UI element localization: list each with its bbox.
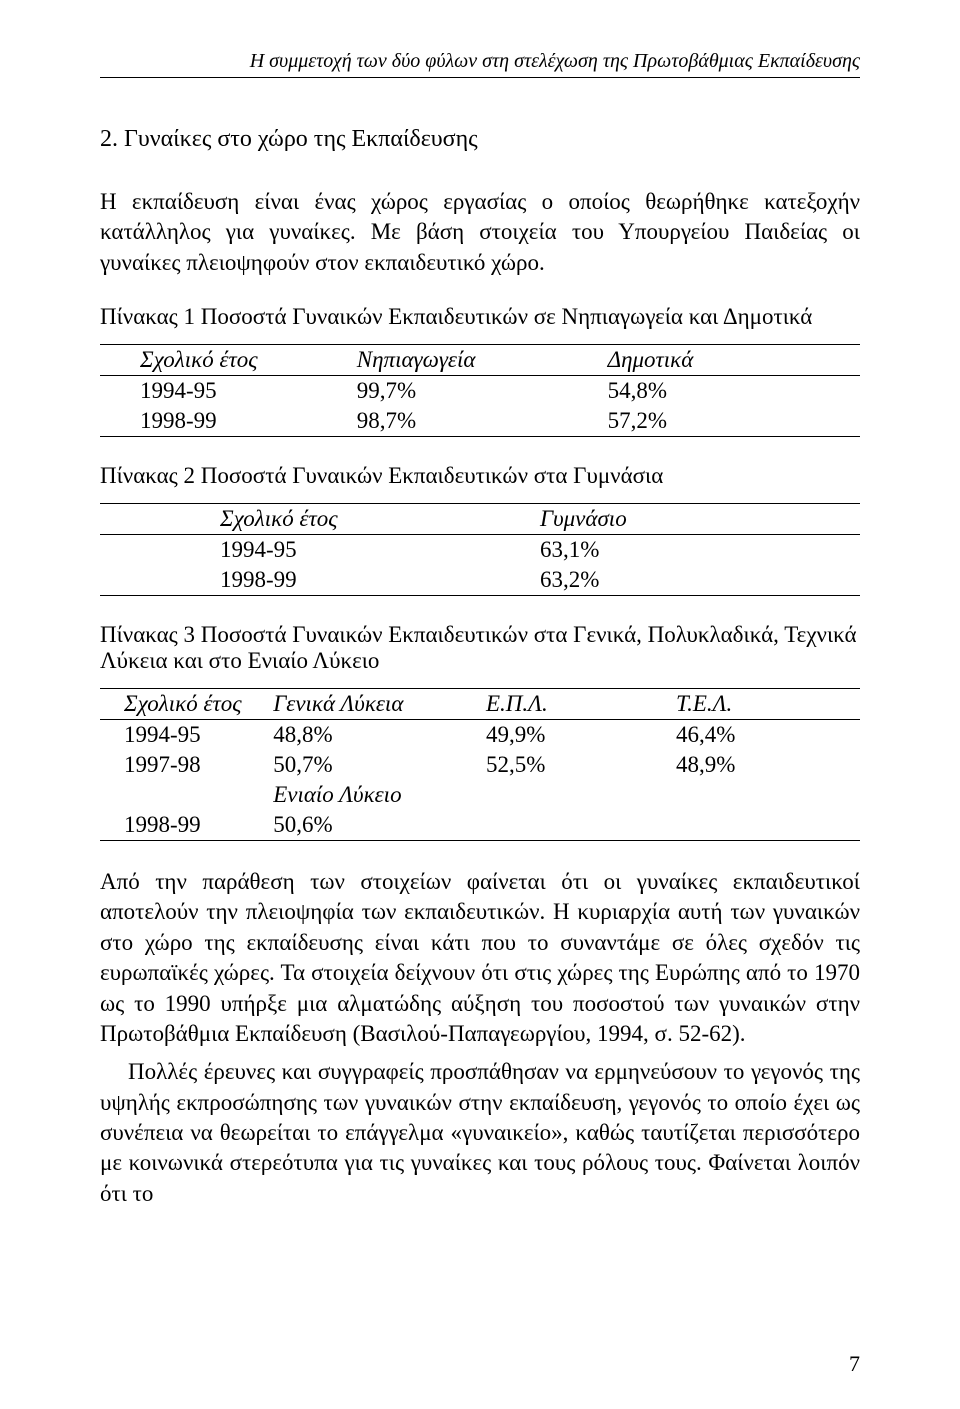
table3: Σχολικό έτος Γενικά Λύκεια Ε.Π.Λ. Τ.Ε.Λ.… [100, 688, 860, 841]
table2-header-cell: Σχολικό έτος [100, 504, 480, 535]
table1-header-row: Σχολικό έτος Νηπιαγωγεία Δημοτικά [100, 345, 860, 376]
table2-header-cell: Γυμνάσιο [480, 504, 860, 535]
table2-caption: Πίνακας 2 Ποσοστά Γυναικών Εκπαιδευτικών… [100, 463, 860, 489]
table-row: 1994-95 48,8% 49,9% 46,4% [100, 720, 860, 751]
table-cell: 48,9% [670, 750, 860, 780]
table3-subheader-row: Ενιαίο Λύκειο [100, 780, 860, 810]
table2-header-row: Σχολικό έτος Γυμνάσιο [100, 504, 860, 535]
table-cell: 54,8% [602, 376, 860, 407]
table3-caption: Πίνακας 3 Ποσοστά Γυναικών Εκπαιδευτικών… [100, 622, 860, 674]
table3-header-row: Σχολικό έτος Γενικά Λύκεια Ε.Π.Λ. Τ.Ε.Λ. [100, 689, 860, 720]
body-paragraph: Πολλές έρευνες και συγγραφείς προσπάθησα… [100, 1057, 860, 1209]
table-cell: 1998-99 [100, 565, 480, 596]
table-cell [480, 780, 670, 810]
table3-header-cell: Γενικά Λύκεια [267, 689, 480, 720]
table-cell: 50,6% [267, 810, 480, 841]
table-row: 1998-99 63,2% [100, 565, 860, 596]
table-cell: 57,2% [602, 406, 860, 437]
body-paragraph: Από την παράθεση των στοιχείων φαίνεται … [100, 867, 860, 1049]
table-cell [670, 810, 860, 841]
table-row: 1994-95 63,1% [100, 535, 860, 566]
table-cell: 1997-98 [100, 750, 267, 780]
table-cell: 99,7% [351, 376, 602, 407]
section-heading: 2. Γυναίκες στο χώρο της Εκπαίδευσης [100, 126, 860, 153]
table-cell: 48,8% [267, 720, 480, 751]
table-row: 1994-95 99,7% 54,8% [100, 376, 860, 407]
table-cell: 1994-95 [100, 720, 267, 751]
table-cell: Ενιαίο Λύκειο [267, 780, 480, 810]
intro-paragraph: Η εκπαίδευση είναι ένας χώρος εργασίας ο… [100, 187, 860, 278]
running-head: Η συμμετοχή των δύο φύλων στη στελέχωση … [100, 50, 860, 78]
table1-header-cell: Νηπιαγωγεία [351, 345, 602, 376]
table1-header-cell: Δημοτικά [602, 345, 860, 376]
table-row: 1997-98 50,7% 52,5% 48,9% [100, 750, 860, 780]
table1-caption: Πίνακας 1 Ποσοστά Γυναικών Εκπαιδευτικών… [100, 304, 860, 330]
table-cell: 46,4% [670, 720, 860, 751]
table-cell: 1994-95 [100, 376, 351, 407]
table-cell [100, 780, 267, 810]
table3-header-cell: Ε.Π.Λ. [480, 689, 670, 720]
table3-header-cell: Τ.Ε.Λ. [670, 689, 860, 720]
table-cell: 98,7% [351, 406, 602, 437]
table-cell: 63,1% [480, 535, 860, 566]
table-cell: 1998-99 [100, 810, 267, 841]
table3-header-cell: Σχολικό έτος [100, 689, 267, 720]
table-row: 1998-99 98,7% 57,2% [100, 406, 860, 437]
table-cell [670, 780, 860, 810]
table1-header-cell: Σχολικό έτος [100, 345, 351, 376]
table-cell [480, 810, 670, 841]
table2: Σχολικό έτος Γυμνάσιο 1994-95 63,1% 1998… [100, 503, 860, 596]
table-cell: 1994-95 [100, 535, 480, 566]
table1: Σχολικό έτος Νηπιαγωγεία Δημοτικά 1994-9… [100, 344, 860, 437]
table-cell: 50,7% [267, 750, 480, 780]
table-cell: 63,2% [480, 565, 860, 596]
page-number: 7 [849, 1351, 860, 1377]
table-cell: 49,9% [480, 720, 670, 751]
table-cell: 52,5% [480, 750, 670, 780]
table-row: 1998-99 50,6% [100, 810, 860, 841]
table-cell: 1998-99 [100, 406, 351, 437]
page: Η συμμετοχή των δύο φύλων στη στελέχωση … [0, 0, 960, 1409]
